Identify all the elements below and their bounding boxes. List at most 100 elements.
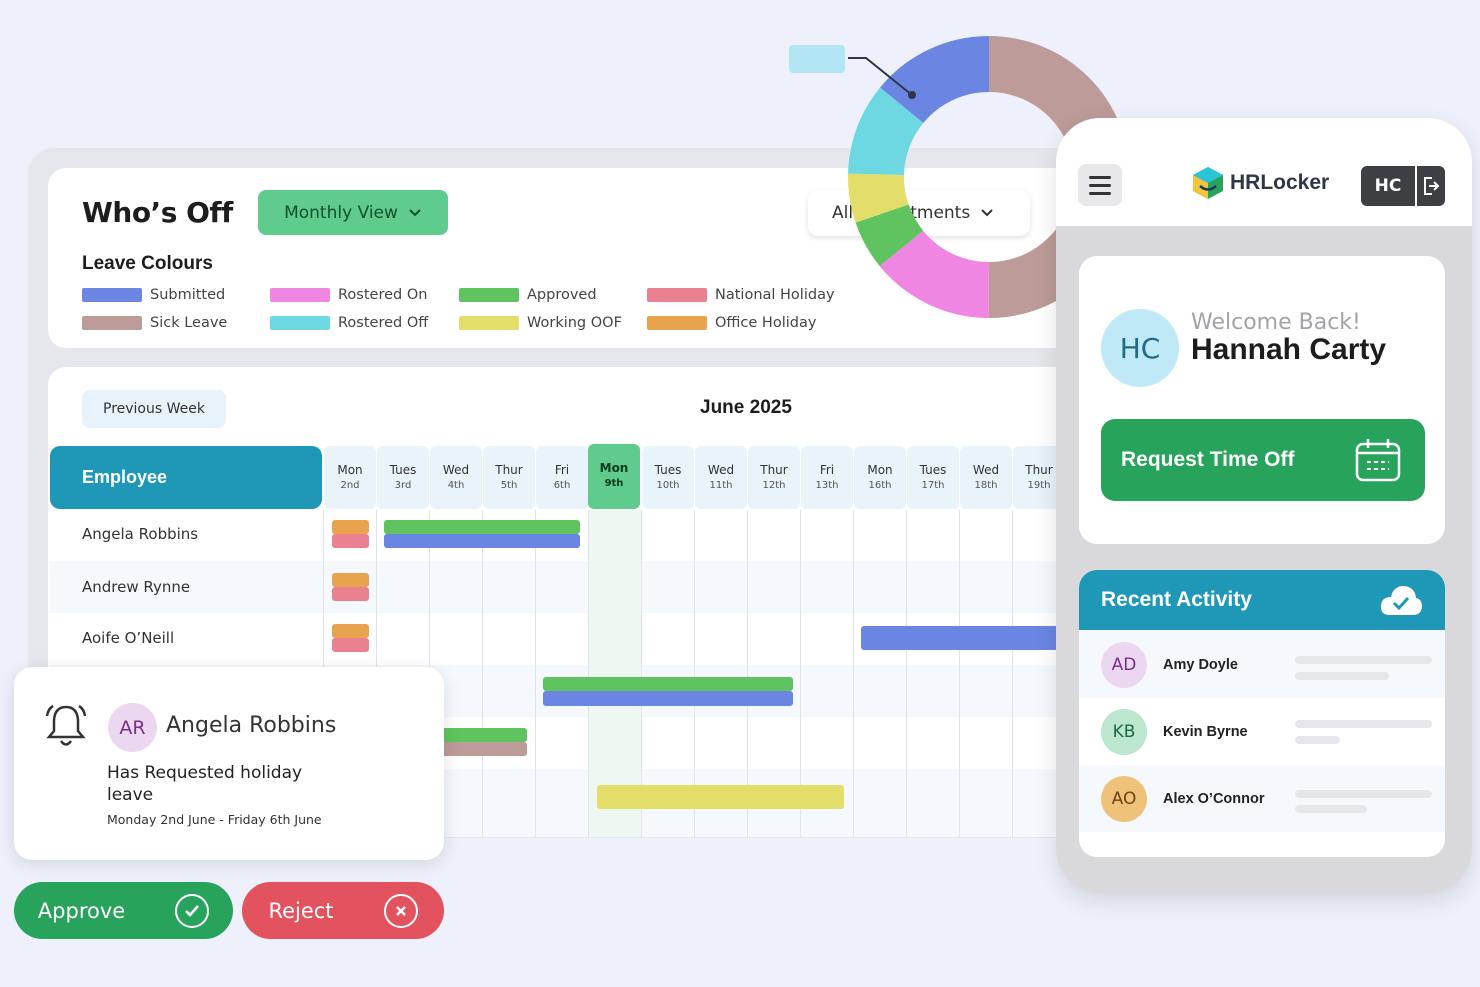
legend-label: Sick Leave bbox=[150, 315, 228, 331]
view-dropdown[interactable]: Monthly View bbox=[258, 190, 448, 235]
legend-label: Office Holiday bbox=[715, 315, 817, 331]
legend-swatch bbox=[647, 288, 707, 302]
donut-segment-working-oof bbox=[848, 36, 1130, 318]
avatar: AD bbox=[1101, 641, 1147, 688]
legend-label: Rostered On bbox=[338, 287, 428, 303]
notification-name: Angela Robbins bbox=[166, 713, 337, 738]
approve-label: Approve bbox=[37, 898, 126, 923]
skeleton-line bbox=[1295, 656, 1432, 664]
user-menu-button[interactable]: HC bbox=[1361, 166, 1445, 206]
grid-line bbox=[853, 510, 854, 837]
activity-name: Alex O’Connor bbox=[1163, 790, 1265, 807]
leave-bar[interactable] bbox=[597, 785, 844, 809]
chevron-down-icon bbox=[409, 208, 421, 216]
legend-item: Submitted bbox=[82, 287, 225, 303]
legend-label: Submitted bbox=[150, 287, 226, 303]
leave-bar[interactable] bbox=[384, 534, 580, 548]
activity-name: Kevin Byrne bbox=[1163, 723, 1248, 740]
skeleton-line bbox=[1295, 805, 1367, 813]
employee-name[interactable]: Andrew Rynne bbox=[82, 578, 191, 596]
reject-button[interactable]: Reject bbox=[242, 882, 444, 939]
activity-item[interactable]: KB Kevin Byrne bbox=[1079, 698, 1445, 765]
donut-segment-submitted bbox=[848, 36, 1130, 318]
legend-item: National Holiday bbox=[647, 287, 835, 303]
activity-name: Amy Doyle bbox=[1163, 656, 1238, 673]
skeleton-line bbox=[1295, 720, 1432, 728]
check-icon bbox=[175, 893, 210, 928]
legend-item: Working OOF bbox=[459, 315, 622, 331]
request-time-off-button[interactable]: Request Time Off bbox=[1101, 419, 1425, 501]
activity-item[interactable]: AD Amy Doyle bbox=[1079, 631, 1445, 698]
grid-line bbox=[641, 510, 642, 837]
logout-icon[interactable] bbox=[1415, 166, 1445, 206]
employee-column-header: Employee bbox=[50, 446, 322, 509]
menu-button[interactable] bbox=[1078, 164, 1122, 206]
day-header: Mon 2nd bbox=[324, 446, 376, 509]
leave-bar[interactable] bbox=[332, 638, 369, 652]
legend-swatch bbox=[647, 316, 707, 330]
grid-line bbox=[535, 510, 536, 837]
day-header-today: Mon 9th bbox=[588, 444, 640, 509]
legend-label: National Holiday bbox=[715, 287, 835, 303]
close-icon bbox=[383, 893, 418, 928]
notification-message: Has Requested holiday leave bbox=[107, 763, 303, 805]
leave-bar[interactable] bbox=[332, 587, 369, 601]
brand-logo: HRLocker bbox=[1192, 166, 1329, 200]
leave-bar[interactable] bbox=[384, 520, 580, 534]
approve-button[interactable]: Approve bbox=[14, 882, 233, 939]
skeleton-line bbox=[1295, 790, 1432, 798]
leave-bar[interactable] bbox=[543, 691, 793, 706]
grid-line bbox=[694, 510, 695, 837]
skeleton-line bbox=[1295, 736, 1340, 744]
recent-activity-title: Recent Activity bbox=[1101, 588, 1252, 611]
today-column-highlight bbox=[589, 510, 641, 837]
legend-item: Rostered On bbox=[270, 287, 427, 303]
grid-line bbox=[800, 510, 801, 837]
employee-name[interactable]: Angela Robbins bbox=[82, 525, 199, 543]
day-header: Wed 11th bbox=[695, 446, 747, 509]
skeleton-line bbox=[1295, 672, 1389, 680]
day-header: Tues 10th bbox=[642, 446, 694, 509]
legend-item: Office Holiday bbox=[647, 315, 816, 331]
legend-label: Working OOF bbox=[527, 315, 622, 331]
legend-swatch bbox=[82, 316, 142, 330]
grid-line bbox=[1012, 510, 1013, 837]
employee-name[interactable]: Aoife O’Neill bbox=[82, 629, 175, 647]
grid-line bbox=[906, 510, 907, 837]
table-row bbox=[50, 561, 1060, 613]
leave-bar[interactable] bbox=[332, 573, 369, 587]
hrlocker-logo-icon bbox=[1193, 167, 1223, 199]
view-dropdown-label: Monthly View bbox=[284, 202, 398, 223]
reject-label: Reject bbox=[268, 898, 334, 923]
day-header: Tues 17th bbox=[907, 446, 959, 509]
donut-tooltip bbox=[789, 45, 845, 73]
avatar: KB bbox=[1101, 708, 1147, 755]
leave-bar[interactable] bbox=[440, 742, 527, 756]
day-header: Tues 3rd bbox=[377, 446, 429, 509]
grid-line bbox=[588, 510, 589, 837]
leave-bar[interactable] bbox=[440, 728, 527, 742]
leave-bar[interactable] bbox=[543, 677, 793, 691]
legend-item: Rostered Off bbox=[270, 315, 428, 331]
leave-colours-title: Leave Colours bbox=[82, 253, 213, 274]
avatar: AR bbox=[108, 703, 157, 752]
leave-bar[interactable] bbox=[332, 534, 369, 548]
activity-item[interactable]: AO Alex O’Connor bbox=[1079, 765, 1445, 832]
avatar: AO bbox=[1101, 775, 1147, 822]
user-name: Hannah Carty bbox=[1191, 333, 1387, 366]
legend-swatch bbox=[82, 288, 142, 302]
leave-bar[interactable] bbox=[861, 626, 1060, 650]
legend-label: Rostered Off bbox=[338, 315, 429, 331]
recent-activity-header: Recent Activity bbox=[1079, 570, 1445, 630]
legend-swatch bbox=[459, 288, 519, 302]
user-initials: HC bbox=[1374, 176, 1402, 196]
month-label: June 2025 bbox=[700, 397, 792, 418]
legend-swatch bbox=[270, 288, 330, 302]
leave-bar[interactable] bbox=[332, 624, 369, 638]
leave-bar[interactable] bbox=[332, 520, 369, 534]
grid-line bbox=[959, 510, 960, 837]
day-header: Fri 13th bbox=[801, 446, 853, 509]
legend-label: Approved bbox=[527, 287, 597, 303]
previous-week-button[interactable]: Previous Week bbox=[82, 390, 226, 428]
chevron-down-icon bbox=[981, 209, 993, 217]
